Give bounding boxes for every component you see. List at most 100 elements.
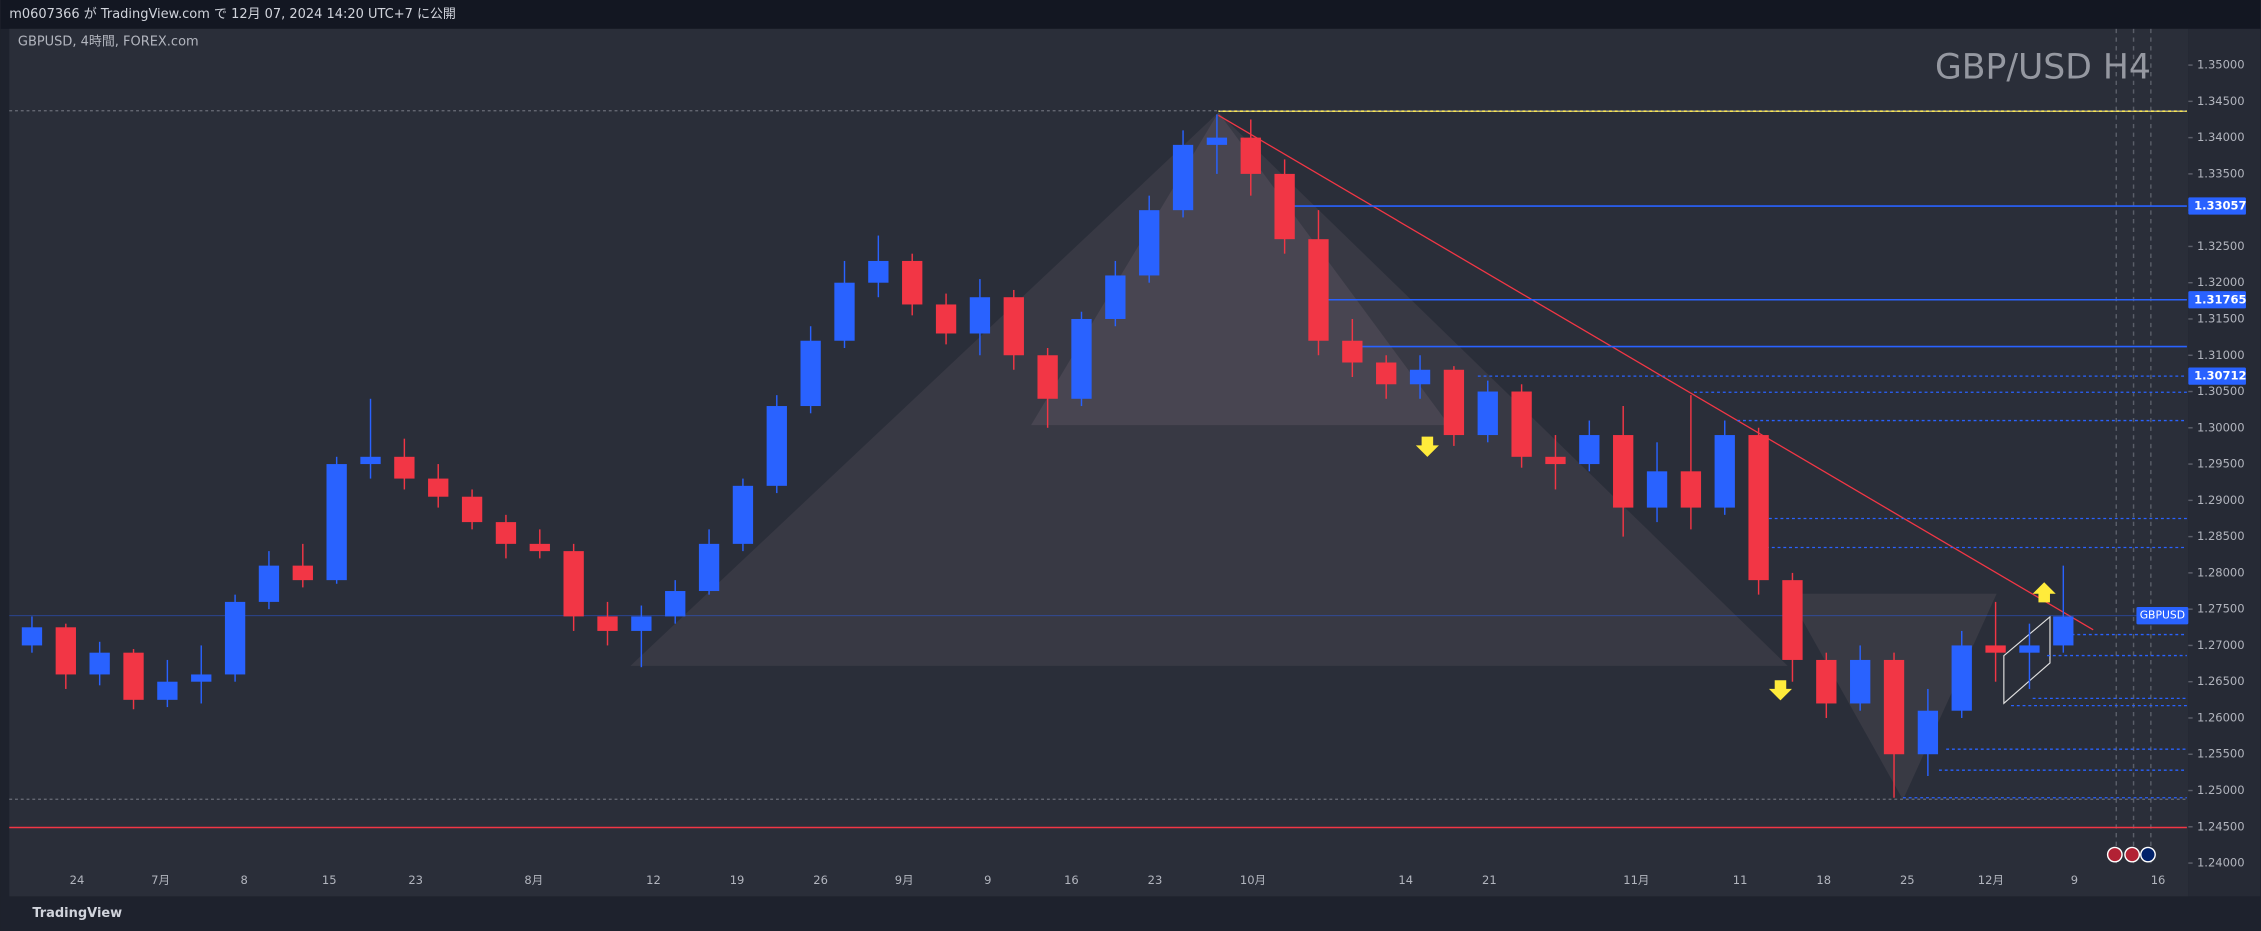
candle-body bbox=[1003, 297, 1024, 356]
event-flag[interactable] bbox=[2106, 846, 2123, 863]
x-tick-label: 25 bbox=[1900, 873, 1915, 887]
x-tick-label: 11 bbox=[1733, 873, 1748, 887]
y-tick-label: 1.34000 bbox=[2197, 130, 2245, 144]
y-tick-label: 1.31000 bbox=[2197, 348, 2245, 362]
x-tick-label: 8月 bbox=[524, 873, 543, 887]
candle-body bbox=[1409, 369, 1431, 385]
y-tick-label: 1.30000 bbox=[2197, 420, 2245, 434]
candle-body bbox=[21, 627, 43, 646]
x-tick-label: 14 bbox=[1398, 873, 1413, 887]
x-tick-label: 21 bbox=[1482, 873, 1497, 887]
y-tick-label: 1.32000 bbox=[2197, 275, 2245, 289]
candle-body bbox=[800, 340, 821, 407]
candle-body bbox=[258, 565, 280, 602]
x-tick-label: 24 bbox=[70, 873, 85, 887]
candle-body bbox=[698, 543, 720, 592]
candle-body bbox=[1206, 137, 1228, 145]
candle-body bbox=[1071, 318, 1092, 399]
y-tick-label: 1.25500 bbox=[2197, 747, 2245, 761]
trend-line bbox=[1218, 114, 2094, 631]
pattern-shade bbox=[630, 112, 1788, 666]
price-tag bbox=[2188, 197, 2246, 215]
candle-body bbox=[224, 601, 246, 675]
y-tick-label: 1.24000 bbox=[2197, 856, 2245, 870]
candle-body bbox=[1240, 137, 1261, 174]
header-bar bbox=[0, 0, 2261, 29]
y-tick-label: 1.26000 bbox=[2197, 710, 2245, 724]
candle-body bbox=[868, 260, 889, 283]
channel bbox=[2003, 615, 2051, 705]
candle-body bbox=[89, 652, 110, 675]
candle-body bbox=[1714, 435, 1735, 508]
candle-body bbox=[1274, 173, 1295, 240]
x-tick-label: 12 bbox=[646, 873, 661, 887]
y-tick-label: 1.27000 bbox=[2197, 638, 2245, 652]
candle-body bbox=[834, 282, 855, 341]
candle-body bbox=[1342, 340, 1363, 363]
x-tick-label: 12月 bbox=[1978, 873, 2004, 887]
candle-body bbox=[2053, 616, 2074, 646]
candle-body bbox=[631, 616, 652, 631]
y-tick-label: 1.32500 bbox=[2197, 239, 2245, 253]
candle-body bbox=[495, 522, 517, 544]
x-tick-label: 9 bbox=[984, 873, 991, 887]
candle-body bbox=[902, 260, 923, 305]
price-tag-label: 1.33057 bbox=[2194, 199, 2246, 213]
candle-body bbox=[394, 456, 415, 479]
x-tick-label: 23 bbox=[408, 873, 423, 887]
y-tick-label: 1.34500 bbox=[2197, 94, 2245, 108]
x-tick-label: 18 bbox=[1816, 873, 1831, 887]
candle-body bbox=[1105, 275, 1126, 319]
candle-body bbox=[157, 681, 178, 700]
candle-body bbox=[191, 674, 212, 682]
candle-body bbox=[1748, 435, 1769, 581]
x-tick-label: 9 bbox=[2071, 873, 2078, 887]
candle-body bbox=[1883, 659, 1905, 755]
y-tick-label: 1.25000 bbox=[2197, 783, 2245, 797]
x-tick-label: 16 bbox=[2151, 873, 2166, 887]
y-tick-label: 1.26500 bbox=[2197, 674, 2245, 688]
price-tag bbox=[2188, 291, 2246, 309]
candle-body bbox=[1850, 659, 1871, 704]
candle-body bbox=[1172, 144, 1194, 211]
price-tag-label: 1.30712 bbox=[2194, 369, 2246, 383]
candle-body bbox=[1816, 659, 1837, 704]
candle-body bbox=[529, 543, 550, 552]
candle-body bbox=[55, 627, 76, 675]
candle-body bbox=[1511, 391, 1532, 457]
candle-body bbox=[428, 478, 449, 497]
last-price-label: GBPUSD bbox=[2140, 609, 2185, 622]
event-flag[interactable] bbox=[2140, 846, 2156, 863]
x-tick-label: 19 bbox=[730, 873, 745, 887]
candle-body bbox=[1917, 710, 1939, 755]
candle-body bbox=[1139, 210, 1160, 276]
footer bbox=[0, 896, 2261, 931]
x-tick-label: 26 bbox=[813, 873, 828, 887]
candle-body bbox=[326, 464, 347, 581]
candle-body bbox=[1951, 645, 1972, 711]
candle-body bbox=[461, 496, 483, 523]
candle-body bbox=[1037, 355, 1058, 399]
candle-body bbox=[1443, 369, 1465, 436]
price-tag bbox=[2188, 367, 2246, 385]
y-tick-label: 1.35000 bbox=[2197, 58, 2245, 72]
symbol-info: GBPUSD, 4時間, FOREX.com bbox=[18, 34, 199, 49]
x-tick-label: 15 bbox=[322, 873, 337, 887]
x-tick-label: 8 bbox=[241, 873, 248, 887]
event-flag[interactable] bbox=[2124, 846, 2141, 863]
brand: TradingView bbox=[32, 906, 122, 921]
candle-body bbox=[1782, 580, 1803, 660]
candle-body bbox=[1985, 645, 2006, 653]
header-text: m0607366 が TradingView.com で 12月 07, 202… bbox=[9, 7, 456, 22]
x-tick-label: 16 bbox=[1064, 873, 1079, 887]
arrow-down bbox=[1415, 436, 1439, 457]
y-tick-label: 1.28500 bbox=[2197, 529, 2245, 543]
y-tick-label: 1.27500 bbox=[2197, 602, 2245, 616]
candle-body bbox=[1477, 391, 1498, 436]
candle-body bbox=[597, 616, 618, 631]
candle-body bbox=[1308, 239, 1329, 341]
candle-body bbox=[1545, 456, 1566, 465]
y-tick-label: 1.29500 bbox=[2197, 457, 2245, 471]
y-tick-label: 1.31500 bbox=[2197, 311, 2245, 325]
candle-body bbox=[969, 297, 991, 334]
